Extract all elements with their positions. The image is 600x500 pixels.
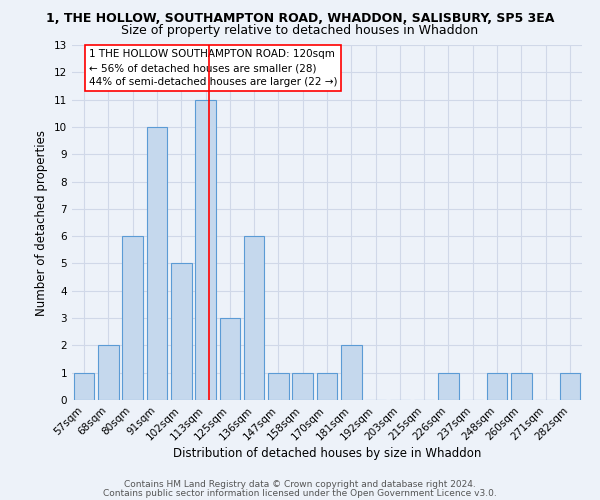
Text: Size of property relative to detached houses in Whaddon: Size of property relative to detached ho… <box>121 24 479 37</box>
Bar <box>317 372 337 400</box>
Bar <box>560 372 580 400</box>
Bar <box>268 372 289 400</box>
Text: 1, THE HOLLOW, SOUTHAMPTON ROAD, WHADDON, SALISBURY, SP5 3EA: 1, THE HOLLOW, SOUTHAMPTON ROAD, WHADDON… <box>46 12 554 26</box>
Text: 1 THE HOLLOW SOUTHAMPTON ROAD: 120sqm
← 56% of detached houses are smaller (28)
: 1 THE HOLLOW SOUTHAMPTON ROAD: 120sqm ← … <box>89 49 337 87</box>
Bar <box>244 236 265 400</box>
Bar <box>98 346 119 400</box>
Y-axis label: Number of detached properties: Number of detached properties <box>35 130 49 316</box>
Bar <box>171 264 191 400</box>
Bar <box>511 372 532 400</box>
Text: Contains HM Land Registry data © Crown copyright and database right 2024.: Contains HM Land Registry data © Crown c… <box>124 480 476 489</box>
X-axis label: Distribution of detached houses by size in Whaddon: Distribution of detached houses by size … <box>173 448 481 460</box>
Bar <box>220 318 240 400</box>
Bar <box>195 100 216 400</box>
Bar <box>74 372 94 400</box>
Bar <box>487 372 508 400</box>
Bar <box>146 127 167 400</box>
Bar <box>122 236 143 400</box>
Text: Contains public sector information licensed under the Open Government Licence v3: Contains public sector information licen… <box>103 488 497 498</box>
Bar <box>438 372 459 400</box>
Bar <box>341 346 362 400</box>
Bar <box>292 372 313 400</box>
